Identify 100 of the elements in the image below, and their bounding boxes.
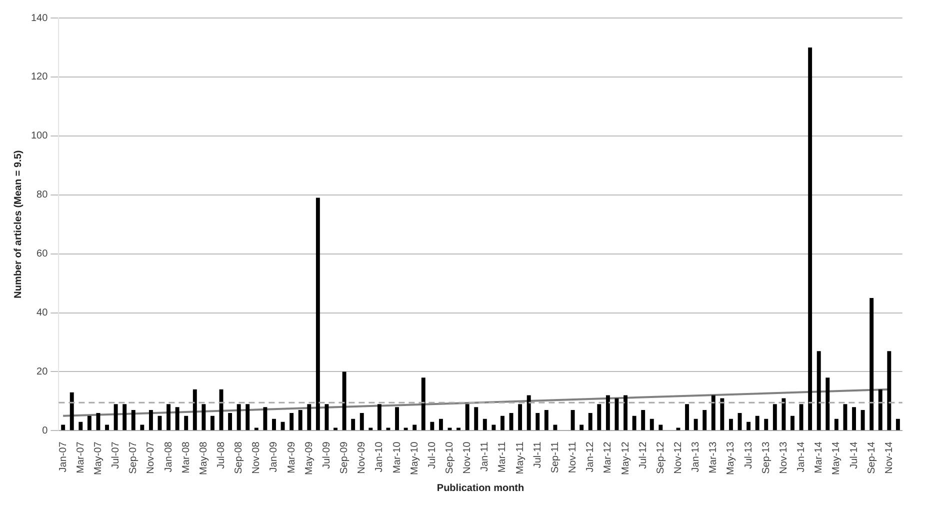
bar (465, 404, 470, 430)
bar (694, 418, 698, 430)
bar (790, 416, 794, 430)
bar (290, 412, 294, 430)
bar (826, 378, 830, 430)
bar (782, 398, 786, 430)
bar (377, 404, 382, 430)
x-tick-label: Sep-09 (339, 441, 350, 474)
x-tick-label: Jul-12 (638, 441, 649, 469)
x-tick-label: Jan-12 (585, 441, 596, 472)
bar (685, 404, 690, 430)
bar (87, 416, 92, 430)
bar (368, 428, 373, 430)
x-axis-title: Publication month (436, 482, 524, 494)
y-tick-label: 40 (36, 308, 48, 319)
bar (676, 428, 680, 430)
bar (78, 422, 83, 430)
bar (816, 351, 821, 430)
bar (280, 422, 285, 430)
bar (324, 404, 329, 430)
bar (650, 418, 654, 430)
bar (456, 428, 461, 430)
x-tick-label: Jul-09 (321, 441, 332, 469)
bar (641, 410, 646, 430)
bar (518, 404, 522, 430)
bar (202, 404, 206, 430)
bar (887, 351, 892, 430)
x-tick-label: Jan-09 (268, 441, 280, 472)
x-tick-label: May-12 (620, 441, 632, 476)
bar (728, 418, 733, 430)
bar (246, 404, 250, 430)
x-tick-label: May-09 (304, 441, 315, 476)
bar (658, 424, 663, 430)
x-tick-label: Mar-11 (497, 441, 508, 473)
bar (746, 422, 751, 430)
x-tick-label: May-08 (198, 441, 210, 476)
bar (272, 418, 276, 430)
bar (184, 416, 188, 430)
y-tick-label: 60 (36, 248, 48, 260)
bar (298, 410, 302, 430)
bar (852, 407, 856, 430)
bar (192, 389, 197, 430)
x-tick-label: Mar-10 (392, 441, 403, 474)
x-tick-label: Jul-10 (426, 441, 438, 469)
bar (307, 404, 312, 430)
x-tick-label: Jan-10 (374, 441, 386, 472)
bar (210, 416, 214, 430)
bar (500, 416, 504, 430)
x-tick-label: Sep-07 (128, 441, 140, 474)
x-tick-label: Mar-09 (286, 441, 298, 474)
bar (536, 412, 540, 430)
x-tick-label: Sep-12 (655, 441, 666, 474)
x-tick-label: Nov-10 (462, 441, 474, 474)
x-tick-label: Mar-08 (180, 441, 192, 474)
bar (438, 418, 443, 430)
bar (492, 424, 496, 430)
x-tick-label: Nov-12 (672, 441, 684, 474)
bar (360, 412, 364, 430)
x-tick-label: Jul-11 (532, 441, 544, 468)
bar (860, 410, 865, 430)
bar (597, 404, 602, 430)
bar (412, 424, 417, 430)
y-tick-label: 120 (30, 72, 48, 83)
bar (799, 404, 804, 430)
y-axis-title: Number of articles (Mean = 9.5) (12, 150, 24, 298)
bar (263, 407, 268, 430)
bar (808, 47, 812, 430)
bar (764, 418, 768, 430)
x-tick-label: Sep-11 (550, 441, 561, 474)
bar (148, 410, 153, 430)
x-tick-label: Nov-11 (568, 441, 579, 474)
bar (105, 424, 109, 430)
bar (228, 412, 232, 430)
x-tick-label: Sep-14 (866, 441, 878, 474)
x-tick-label: Jan-08 (163, 441, 174, 472)
x-tick-label: Sep-08 (234, 441, 245, 474)
bar (421, 378, 426, 430)
bar (632, 416, 636, 430)
bar (175, 407, 180, 430)
x-tick-label: Jan-07 (58, 441, 69, 472)
bar (404, 428, 408, 430)
y-tick-label: 100 (30, 130, 48, 142)
bar (395, 407, 400, 430)
x-tick-label: May-10 (409, 441, 420, 476)
bar (316, 198, 320, 430)
bar (720, 398, 724, 430)
x-tick-label: Jan-13 (690, 441, 702, 472)
x-tick-label: May-11 (514, 441, 526, 474)
bar (254, 428, 258, 430)
x-tick-label: Nov-09 (356, 441, 368, 474)
bar (526, 395, 531, 430)
x-tick-label: Nov-13 (778, 441, 790, 474)
x-tick-label: Nov-07 (146, 441, 157, 474)
y-tick-label: 20 (36, 366, 48, 378)
bar (570, 410, 575, 430)
x-tick-label: Jul-13 (743, 441, 754, 469)
bar (61, 424, 66, 430)
bar (236, 404, 241, 430)
x-tick-label: Sep-10 (444, 441, 456, 474)
x-tick-label: Mar-07 (75, 441, 86, 474)
